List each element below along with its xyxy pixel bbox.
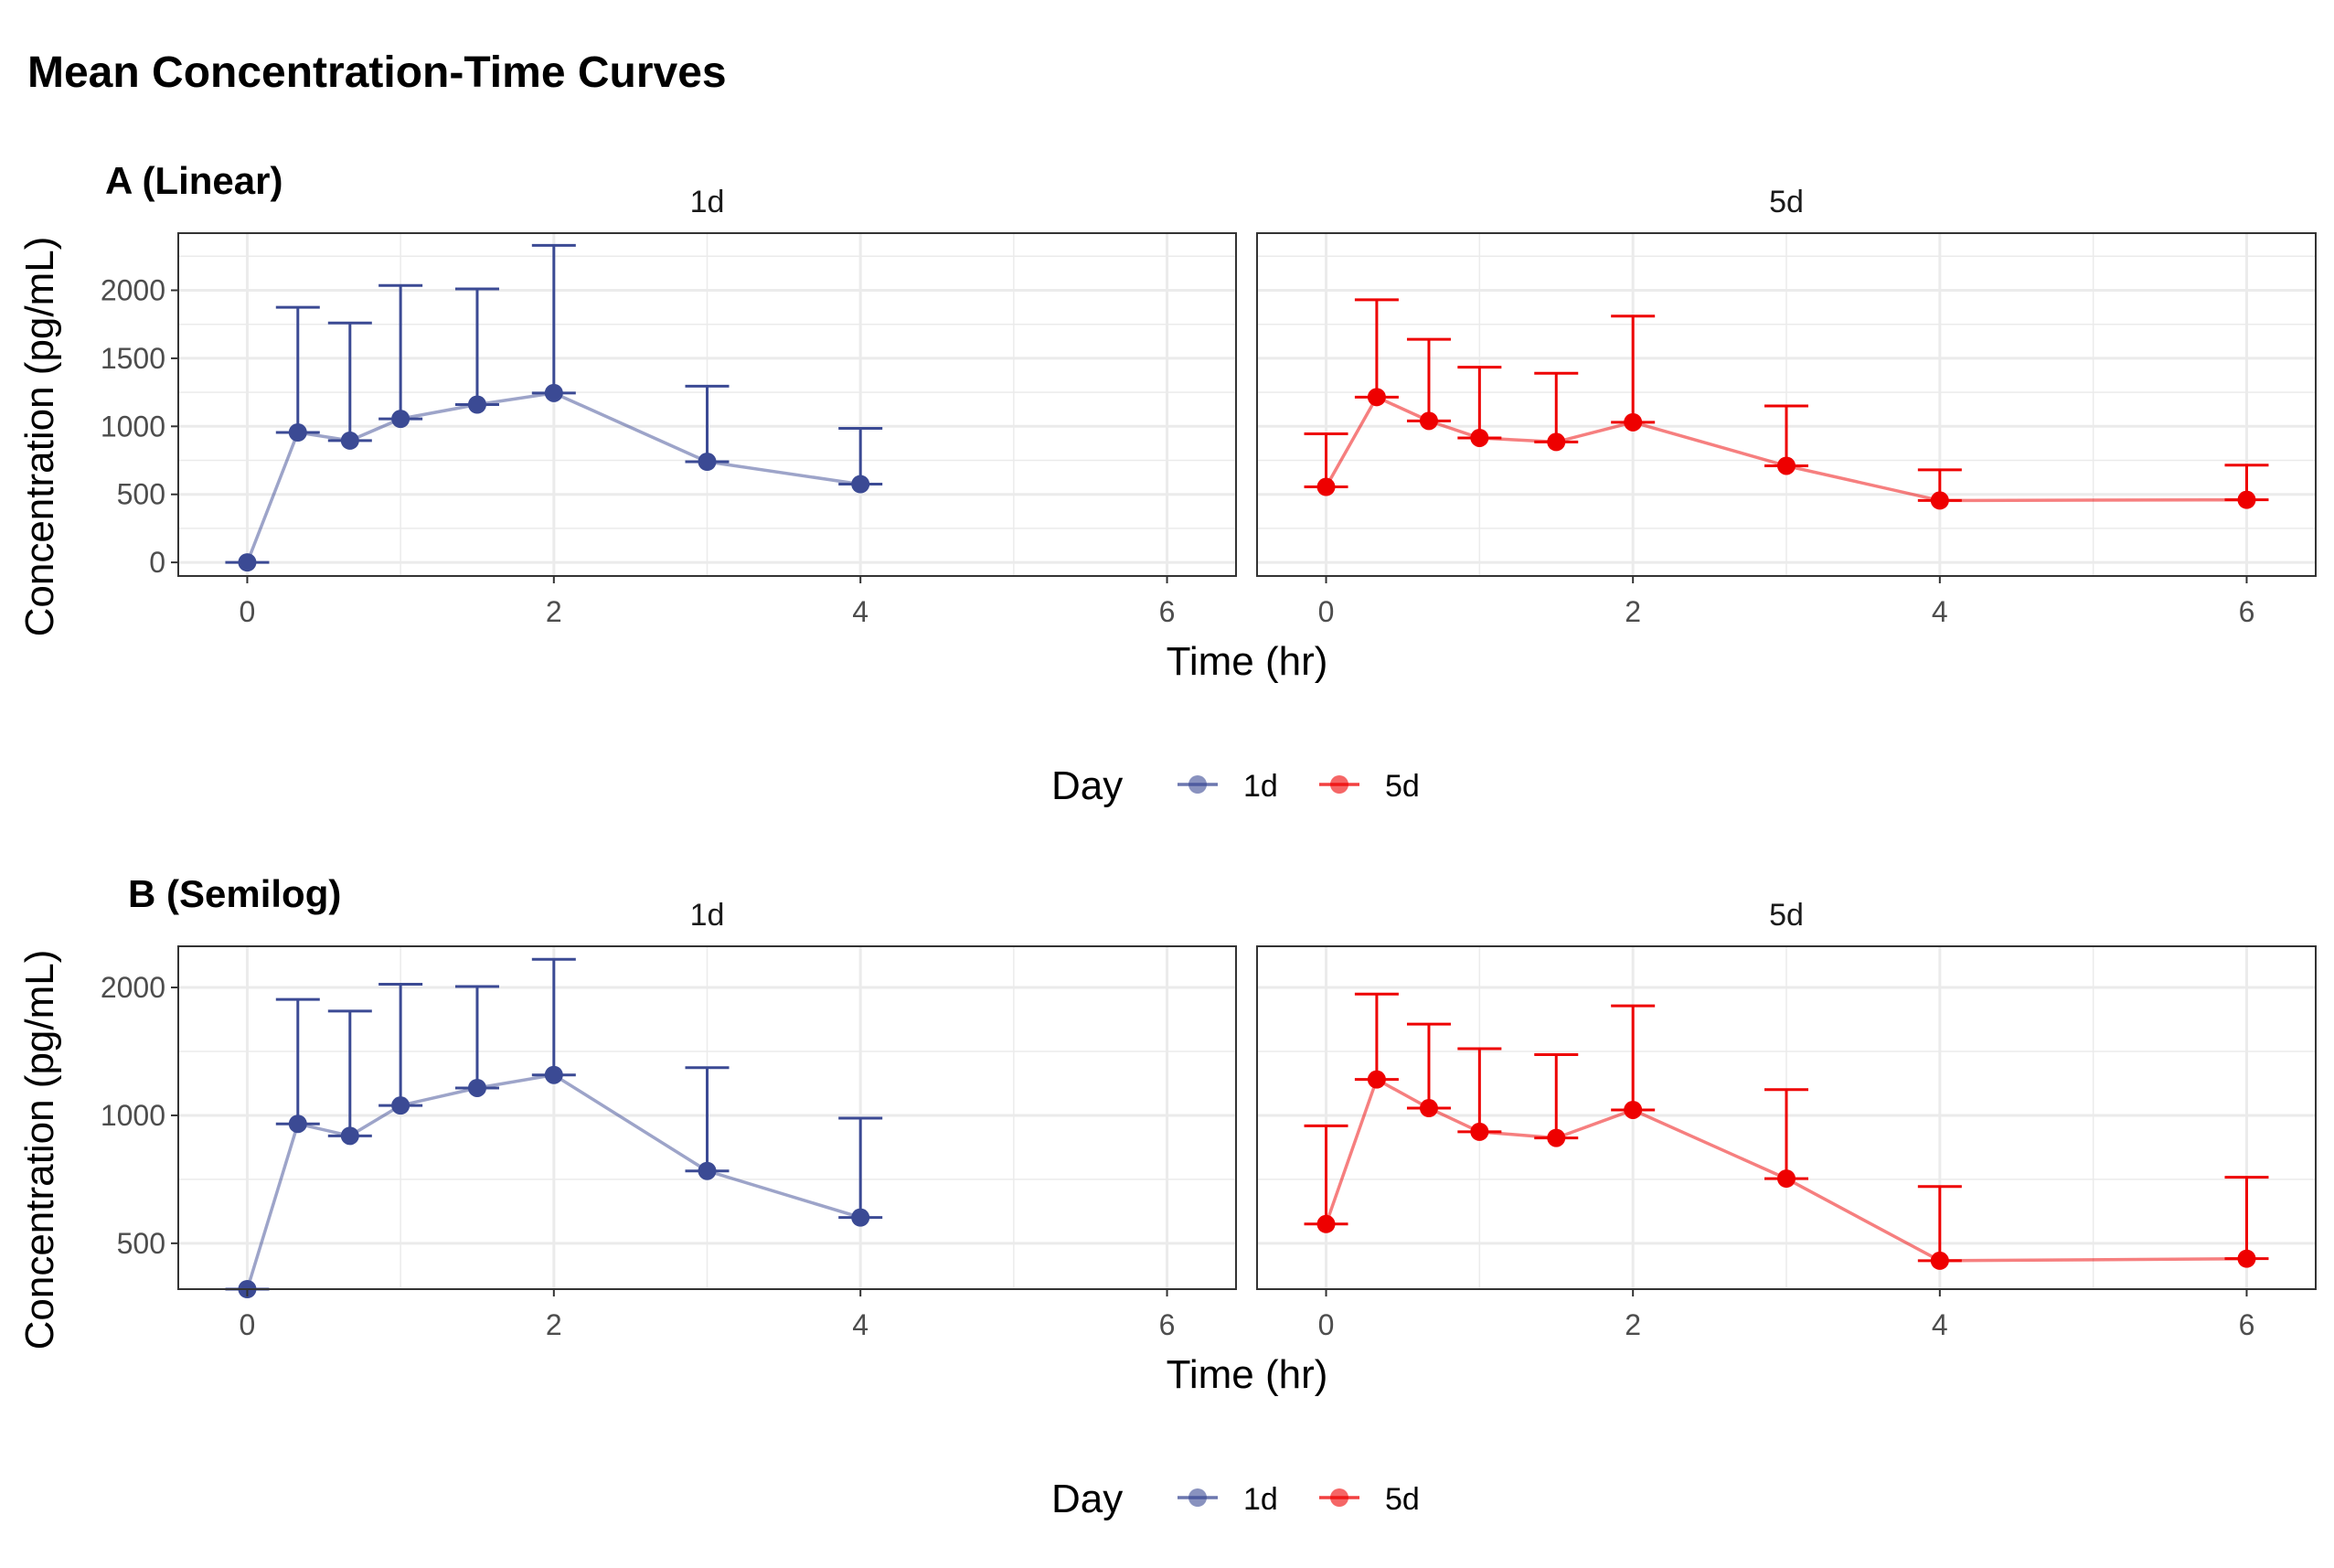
x-tick-label: 0: [1318, 595, 1335, 628]
x-tick-label: 0: [1318, 1308, 1335, 1341]
legend-title: Day: [1051, 763, 1123, 808]
x-axis-title: Time (hr): [1167, 639, 1328, 684]
y-axis-title: Concentration (pg/mL): [17, 950, 62, 1350]
y-tick-label: 2000: [101, 971, 165, 1004]
x-tick-label: 2: [546, 595, 562, 628]
x-tick-label: 0: [240, 595, 256, 628]
x-tick-label: 6: [2239, 1308, 2255, 1341]
y-tick-label: 0: [149, 546, 165, 579]
figure-title: Mean Concentration-Time Curves: [27, 48, 727, 97]
x-tick-label: 4: [852, 1308, 869, 1341]
legend-key-point-5d: [1330, 775, 1348, 794]
legend-title: Day: [1051, 1477, 1123, 1521]
facet-strip-label: 5d: [1769, 898, 1804, 933]
data-point: [1624, 1100, 1643, 1119]
data-point: [238, 553, 257, 572]
legend: Day 1d 5d: [1051, 763, 1420, 808]
data-point: [1367, 1070, 1386, 1089]
legend: Day 1d 5d: [1051, 1477, 1420, 1521]
legend-label-5d: 5d: [1385, 1482, 1420, 1517]
x-tick-label: 2: [1625, 1308, 1641, 1341]
x-tick-label: 6: [1159, 595, 1176, 628]
y-tick-label: 1500: [101, 342, 165, 375]
data-point: [1624, 412, 1643, 432]
data-point: [2237, 490, 2256, 509]
legend-label-1d: 1d: [1243, 769, 1278, 804]
panel-tag: A (Linear): [105, 159, 282, 202]
data-point: [1777, 456, 1796, 475]
data-point: [1547, 1128, 1566, 1147]
data-point: [1547, 432, 1566, 452]
data-point: [1367, 388, 1386, 407]
legend-key-point-1d: [1188, 1488, 1207, 1507]
x-tick-label: 4: [1932, 595, 1948, 628]
data-point: [288, 423, 307, 443]
legend-label-1d: 1d: [1243, 1482, 1278, 1517]
data-point: [391, 1096, 410, 1115]
y-axis-title: Concentration (pg/mL): [17, 237, 62, 637]
x-tick-label: 6: [2239, 595, 2255, 628]
data-point: [1419, 411, 1438, 431]
x-tick-label: 4: [1932, 1308, 1948, 1341]
data-point: [340, 1126, 359, 1146]
legend-label-5d: 5d: [1385, 769, 1420, 804]
y-tick-label: 2000: [101, 274, 165, 307]
x-tick-label: 2: [546, 1308, 562, 1341]
facet-panel-1d: 1d 0 2 4 6 500 1000 2000: [101, 898, 1237, 1341]
data-point: [391, 410, 410, 429]
facet-panel-5d: 5d 0 2 4 6: [1256, 185, 2317, 628]
x-tick-label: 6: [1159, 1308, 1176, 1341]
data-point: [1777, 1169, 1796, 1189]
panel-border: [1256, 945, 2317, 1290]
x-tick-label: 2: [1625, 595, 1641, 628]
y-tick-label: 500: [117, 1227, 165, 1260]
data-point: [2237, 1249, 2256, 1268]
data-point: [544, 383, 563, 402]
facet-panel-5d: 5d 0 2 4 6: [1256, 898, 2317, 1341]
data-point: [1316, 1214, 1336, 1233]
data-point: [1930, 1251, 1949, 1270]
data-point: [467, 1078, 486, 1097]
facet-strip-label: 1d: [690, 898, 725, 933]
facet-strip-label: 5d: [1769, 185, 1804, 219]
data-point: [340, 431, 359, 450]
data-point: [851, 1208, 870, 1227]
data-point: [288, 1115, 307, 1134]
data-point: [851, 475, 870, 494]
panel-border: [1256, 232, 2317, 577]
panel-border: [177, 945, 1237, 1290]
panel-tag: B (Semilog): [128, 872, 341, 915]
data-point: [698, 1161, 717, 1180]
legend-key-point-1d: [1188, 775, 1207, 794]
data-point: [467, 395, 486, 414]
x-tick-label: 4: [852, 595, 869, 628]
facet-strip-label: 1d: [690, 185, 725, 219]
legend-key-point-5d: [1330, 1488, 1348, 1507]
facet-panel-1d: 1d 0 2 4 6 0 500 1000 1500 2000: [101, 185, 1237, 628]
y-tick-label: 1000: [101, 410, 165, 443]
data-point: [1419, 1099, 1438, 1118]
data-point: [1470, 1122, 1489, 1141]
x-axis-title: Time (hr): [1167, 1352, 1328, 1397]
y-tick-label: 500: [117, 478, 165, 511]
y-tick-label: 1000: [101, 1099, 165, 1132]
data-point: [1316, 477, 1336, 496]
panel-border: [177, 232, 1237, 577]
x-tick-label: 0: [240, 1308, 256, 1341]
data-point: [698, 453, 717, 471]
data-point: [1470, 428, 1489, 447]
data-point: [544, 1065, 563, 1084]
data-point: [1930, 491, 1949, 510]
